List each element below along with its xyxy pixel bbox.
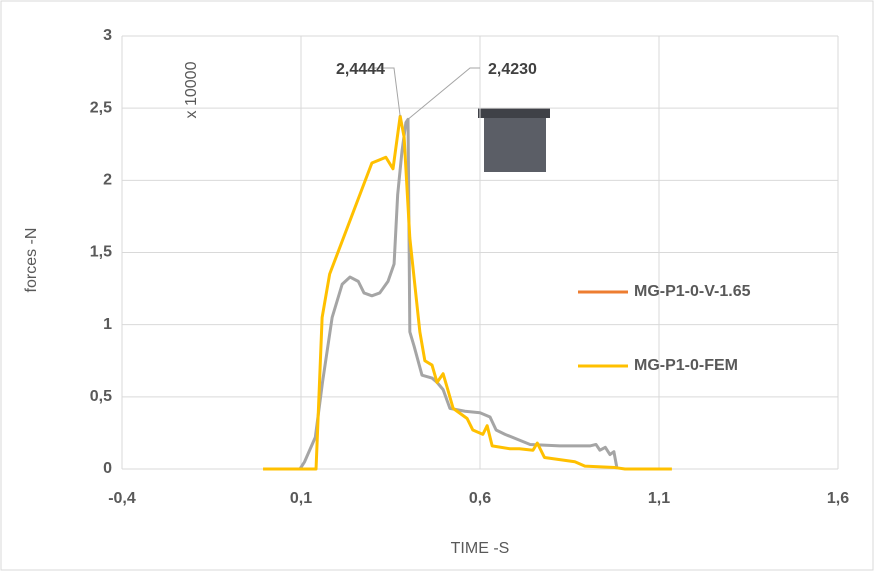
inset-image xyxy=(478,108,550,172)
y-tick-label: 2,5 xyxy=(90,99,112,116)
x-tick-label: 0,1 xyxy=(290,490,312,507)
annotation-label: 2,4230 xyxy=(488,61,537,78)
annotation-leader xyxy=(407,67,480,120)
y-tick-label: 1 xyxy=(103,316,112,333)
y-tick-label: 0 xyxy=(103,460,112,477)
x-tick-label: -0,4 xyxy=(108,490,136,507)
series-line xyxy=(298,117,619,470)
x-tick-label: 0,6 xyxy=(469,490,491,507)
cylinder-cap xyxy=(478,108,550,118)
legend-label: MG-P1-0-V-1.65 xyxy=(634,283,751,300)
y-axis-title: forces -N xyxy=(23,228,40,293)
legend-label: MG-P1-0-FEM xyxy=(634,357,738,374)
y-tick-label: 1,5 xyxy=(90,244,112,261)
y-tick-label: 2 xyxy=(103,172,112,189)
annotation-label: 2,4444 xyxy=(336,61,385,78)
x-tick-label: 1,6 xyxy=(827,490,849,507)
x-axis-title: TIME -S xyxy=(451,540,510,557)
y-tick-label: 0,5 xyxy=(90,388,112,405)
series-line xyxy=(263,114,672,471)
cylinder-body xyxy=(484,118,546,172)
y-tick-label: 3 xyxy=(103,27,112,44)
x-tick-label: 1,1 xyxy=(648,490,670,507)
annotation-leader xyxy=(370,67,401,117)
y-multiplier: x 10000 xyxy=(183,61,200,118)
